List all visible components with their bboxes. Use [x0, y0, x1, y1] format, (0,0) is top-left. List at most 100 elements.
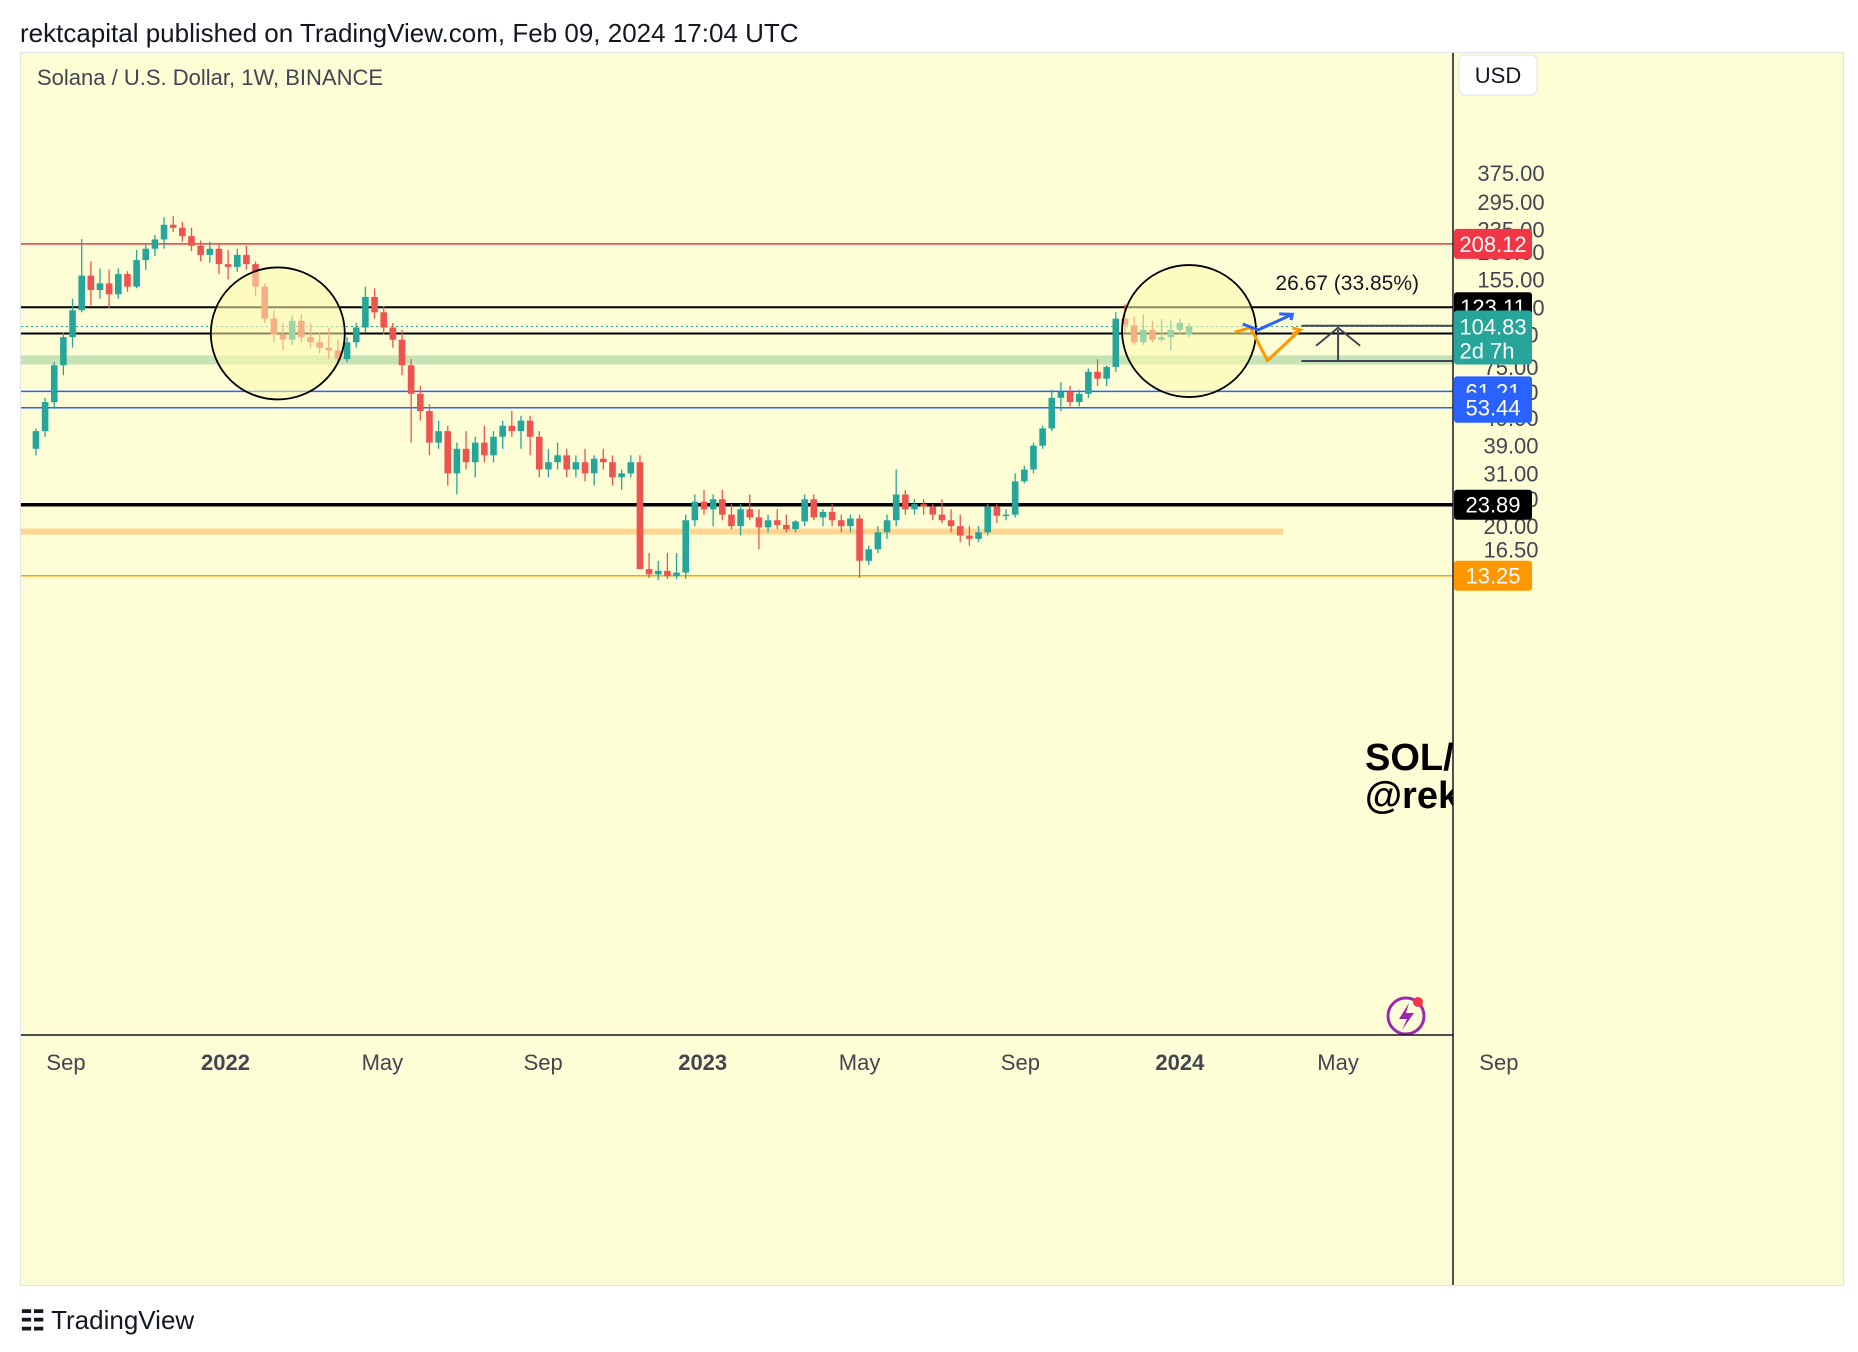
currency-button[interactable]: USD [1458, 54, 1538, 96]
candle [837, 514, 845, 533]
candle-body [105, 283, 113, 295]
candle-body [151, 239, 159, 249]
candle [69, 298, 76, 348]
candle-body [883, 520, 891, 533]
candle [462, 431, 470, 470]
candle [1057, 382, 1065, 412]
candle-body [352, 327, 360, 343]
time-tick-label: Sep [1001, 1050, 1040, 1075]
candle-body [874, 532, 882, 550]
time-tick-label: May [362, 1050, 404, 1075]
candle [160, 217, 168, 249]
candle-body [764, 520, 772, 528]
candle [41, 397, 49, 437]
candle-body [947, 520, 955, 527]
candle [956, 514, 964, 543]
chart-panel[interactable]: Solana / U.S. Dollar, 1W, BINANCE 26.67 … [20, 52, 1844, 1286]
candle-body [426, 411, 433, 443]
candle-body [114, 274, 122, 295]
current-price-countdown: 2d 7h [1459, 339, 1514, 364]
currency-button-bg [1458, 54, 1538, 96]
candle-body [691, 501, 699, 521]
candle-body [545, 462, 552, 470]
candle-body [160, 224, 168, 240]
candle [636, 455, 644, 570]
candle-body [563, 455, 571, 470]
candle-body [1011, 481, 1019, 515]
candle-body [645, 569, 653, 575]
candle-body [902, 494, 909, 510]
candle [362, 286, 369, 333]
candle-body [32, 431, 40, 449]
candle-body [124, 274, 131, 287]
candle [1030, 442, 1037, 474]
candle [1039, 425, 1046, 449]
candle [883, 514, 891, 539]
candle-body [1066, 391, 1074, 403]
blue-projection-arrowhead [1279, 312, 1295, 321]
footer-brand[interactable]: ☷ TradingView [20, 1302, 194, 1338]
candle-body [920, 504, 927, 507]
price-tick-label: 31.00 [1483, 461, 1538, 486]
candle [874, 526, 882, 554]
candle [691, 494, 699, 527]
candle-body [956, 526, 964, 536]
candle-body [627, 462, 635, 474]
candle [133, 249, 140, 289]
candle-body [499, 425, 506, 437]
candle [407, 359, 415, 443]
price-chart[interactable]: Solana / U.S. Dollar, 1W, BINANCE 26.67 … [21, 53, 1843, 1285]
lightning-icon-ring [1386, 996, 1426, 1035]
candle [243, 245, 250, 270]
orange-demand-zone [21, 528, 1284, 535]
candle-body [380, 312, 387, 328]
candle-body [984, 506, 992, 533]
candle-body [481, 442, 488, 456]
candle [78, 238, 85, 313]
candle-body [1094, 371, 1101, 379]
candle-body [41, 402, 49, 432]
candle-body [654, 570, 662, 575]
candle-body [773, 520, 781, 525]
candle [966, 526, 973, 546]
candle [581, 448, 589, 482]
candle [490, 431, 497, 463]
candle [737, 504, 744, 536]
candle-body [847, 518, 854, 527]
time-tick-label: Sep [1479, 1050, 1518, 1075]
candle [1094, 359, 1101, 387]
candle [1021, 465, 1028, 484]
candle-body [490, 436, 497, 456]
candle-body [444, 431, 452, 474]
candle [590, 455, 598, 486]
candle-body [206, 248, 214, 255]
time-tick-label: 2022 [201, 1050, 250, 1075]
candle [938, 499, 946, 524]
candle-body [87, 275, 95, 290]
candle-body [664, 570, 671, 577]
candle-body [169, 224, 177, 228]
candle [911, 499, 918, 515]
candle-body [682, 520, 689, 573]
candle [609, 455, 616, 486]
candle-body [975, 532, 982, 539]
candle-body [453, 448, 461, 474]
time-tick-label: 2023 [678, 1050, 727, 1075]
lightning-icon[interactable] [1386, 996, 1426, 1035]
candle-body [911, 504, 918, 510]
support-53-price-label: 53.44 [1454, 392, 1532, 423]
annotation-handle: @rektcapital [1365, 775, 1592, 817]
candle-body [673, 572, 680, 577]
time-tick-label: May [1317, 1050, 1359, 1075]
candle-body [60, 337, 67, 366]
candle-body [179, 227, 186, 237]
candle-body [755, 517, 763, 528]
candle [709, 494, 717, 527]
resistance-208-price-label-text: 208.12 [1459, 232, 1526, 257]
currency-button-label: USD [1475, 63, 1521, 88]
candle-body [1112, 318, 1120, 367]
candle-body [993, 506, 1001, 516]
candle-body [526, 420, 534, 437]
candle-body [590, 458, 598, 474]
support-13-price-label: 13.25 [1454, 560, 1532, 591]
